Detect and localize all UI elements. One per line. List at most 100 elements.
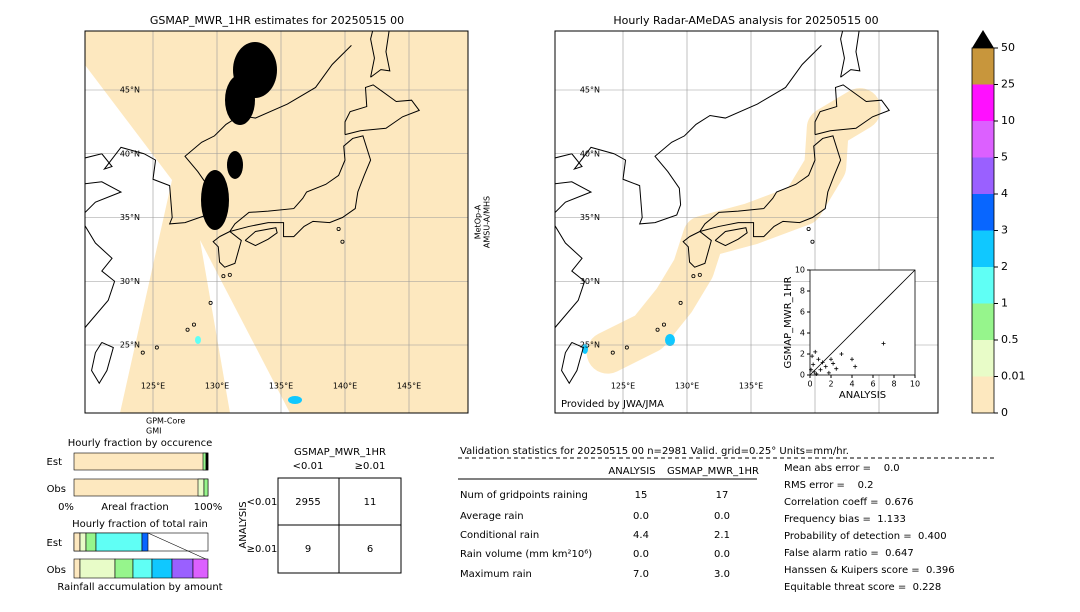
colorbar-box [972,121,994,158]
table-title: GSMAP_MWR_1HR [294,447,386,458]
column-header: ANALYSIS [608,466,655,477]
occurrence-bars [73,452,209,497]
lat-label: 25°N [580,341,600,350]
stat-value: 0.0 [633,549,649,560]
colorbar-label: 0.5 [1001,333,1019,346]
row-header: ≥0.01 [247,544,278,555]
stat-value: 2.1 [714,530,730,541]
colorbar-label: 25 [1001,78,1015,91]
island [154,345,159,350]
row-header: <0.01 [247,497,278,508]
point [811,362,816,367]
cell: 6 [367,544,373,555]
island [610,350,615,355]
lat-label: 30°N [580,277,600,286]
colorbar-box [972,303,994,340]
y-axis-label: GSMAP_MWR_1HR [783,277,794,369]
axis-label: 100% [194,502,223,513]
column-header: GSMAP_MWR_1HR [667,466,759,477]
point [813,349,818,354]
x-tick-label: 2 [828,380,833,389]
lon-label: 130°E [675,382,699,391]
stat-label: Rain volume (mm km²10⁶) [460,549,592,560]
point [823,364,828,369]
island [227,272,232,277]
colorbar-box [972,84,994,121]
coastline [91,341,114,385]
lon-label: 130°E [205,382,229,391]
coastline [85,153,123,329]
coastline [682,230,712,268]
point [881,341,886,346]
point [809,367,814,372]
coastline [840,31,861,78]
island [697,272,702,277]
y-tick-label: 10 [795,266,805,275]
y-tick-label: 8 [800,287,805,296]
stat-label: Conditional rain [460,530,539,541]
stat-value: 15 [635,490,648,501]
stat-value: 17 [716,490,729,501]
colorbar-label: 5 [1001,151,1008,164]
colorbar-box [972,230,994,267]
island [655,327,660,332]
colorbar-label: 0.01 [1001,370,1026,383]
score: Probability of detection = 0.400 [784,531,947,542]
y-tick-label: 2 [800,350,805,359]
colorbar-label: 10 [1001,114,1015,127]
row-label: Obs [47,565,66,576]
satellite: GPM-Core [146,417,185,426]
cell: 9 [305,544,311,555]
stat-value: 4.4 [633,530,649,541]
point [814,371,819,376]
coastline [699,135,842,238]
chart-title: Hourly fraction of total rain [72,519,208,530]
satellite: MetOp-A [474,204,483,239]
lon-label: 125°E [611,382,635,391]
y-tick-label: 4 [800,329,805,338]
colorbar-label: 2 [1001,260,1008,273]
point [839,352,844,356]
stat-label: Average rain [460,511,524,522]
colorbar-label: 50 [1001,41,1015,54]
x-tick-label: 0 [807,380,812,389]
validation-header: Validation statistics for 20250515 00 n=… [460,446,849,457]
satellite: GMI [146,427,161,436]
colorbar-extend [972,30,994,48]
column-header: ≥0.01 [355,461,386,472]
colorbar-label: 0 [1001,406,1008,419]
rain-bars [73,532,209,579]
colorbar-label: 3 [1001,224,1008,237]
island [678,300,683,305]
x-tick-label: 10 [910,380,920,389]
lat-label: 40°N [580,149,600,158]
island [806,226,811,231]
colorbar-label: 4 [1001,187,1008,200]
point [820,360,825,365]
credit: Provided by JWA/JMA [561,399,664,410]
chart-title: Hourly fraction by occurence [68,438,212,449]
left-map-title: GSMAP_MWR_1HR estimates for 20250515 00 [150,14,404,27]
lon-label: 135°E [739,382,763,391]
axis-label: Areal fraction [101,502,168,513]
lat-label: 40°N [120,149,140,158]
stat-value: 0.0 [633,511,649,522]
stat-value: 0.0 [714,511,730,522]
right-map-frame [554,30,939,414]
island [691,274,696,279]
right-map-title: Hourly Radar-AMeDAS analysis for 2025051… [613,14,878,27]
score: Equitable threat score = 0.228 [784,582,941,593]
island [185,327,190,332]
lat-label: 25°N [120,341,140,350]
lat-label: 45°N [580,86,600,95]
score: Correlation coeff = 0.676 [784,497,914,508]
point [853,364,858,369]
point [818,367,823,372]
lon-label: 140°E [333,382,357,391]
score: RMS error = 0.2 [784,480,874,491]
island [208,300,213,305]
row-label: Est [47,457,63,468]
right-map [555,31,938,413]
colorbar-box [972,340,994,377]
